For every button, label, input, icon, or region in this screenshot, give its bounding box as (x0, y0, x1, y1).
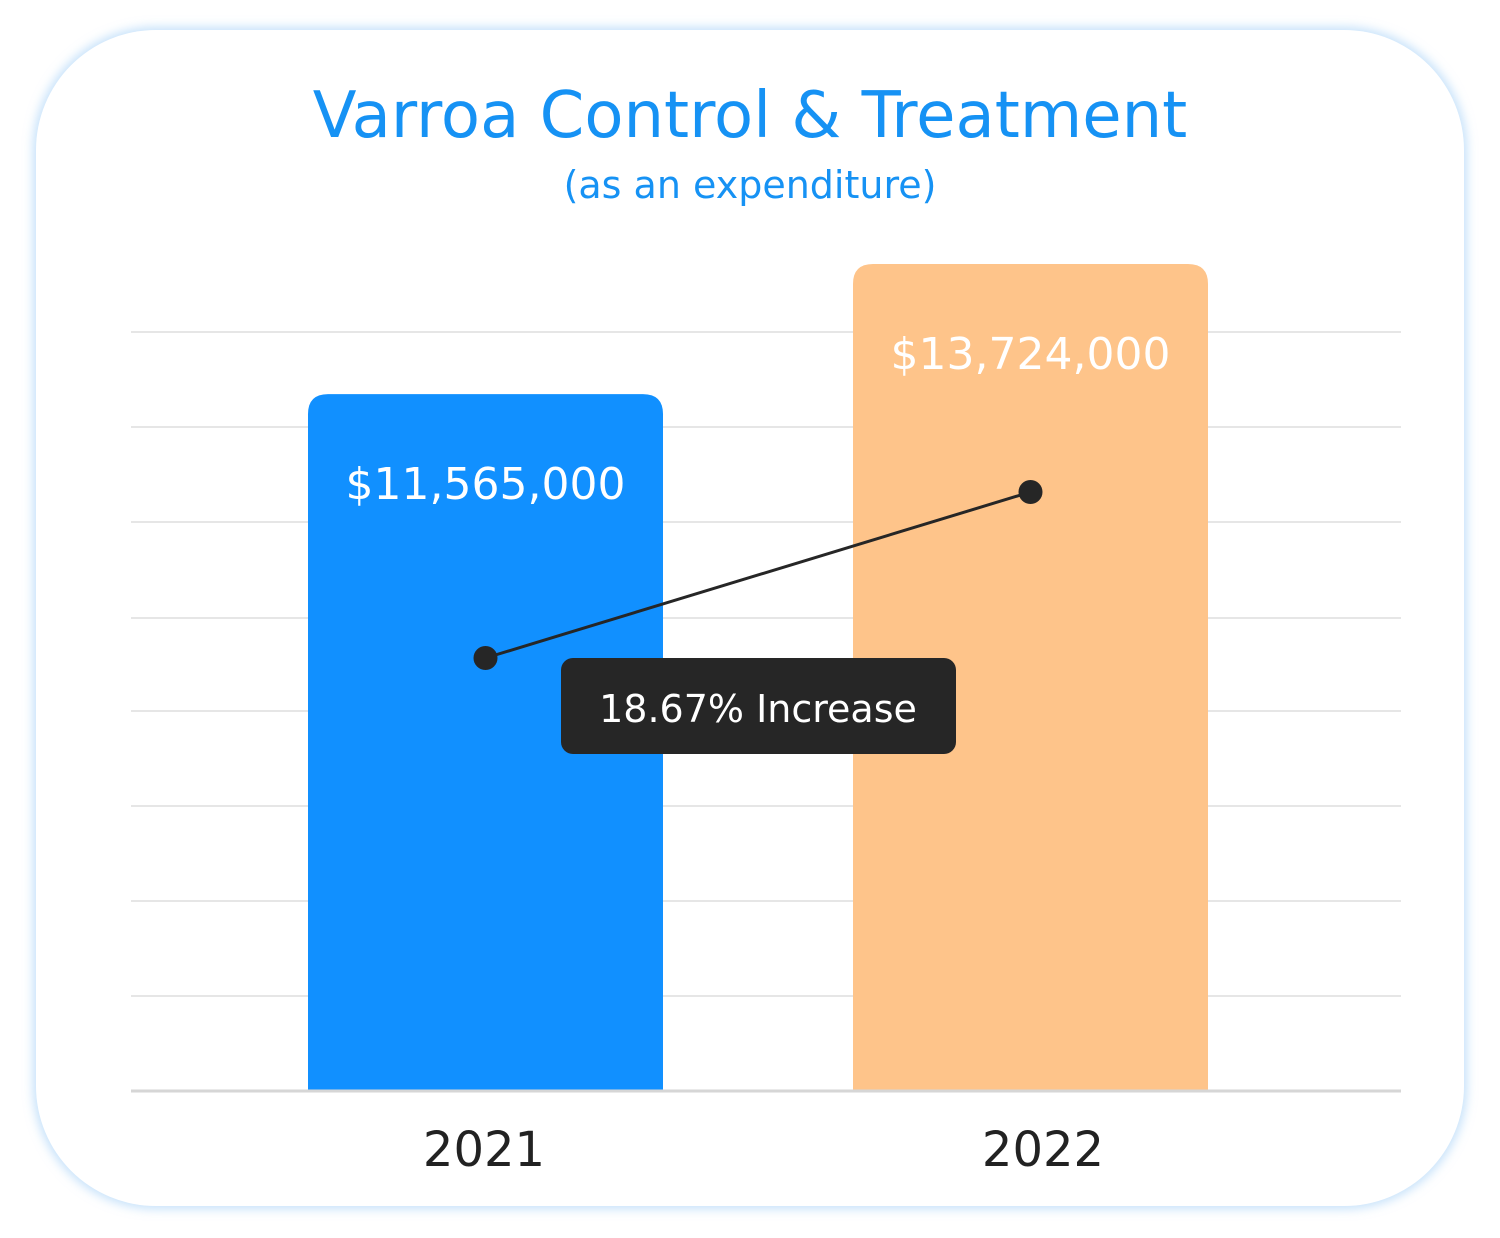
trend-point-2021 (473, 646, 498, 670)
bars (308, 264, 1208, 1091)
bar-value-label-2021: $11,565,000 (346, 459, 626, 510)
trend-point-2022 (1018, 480, 1043, 504)
trend-connector (473, 480, 1043, 670)
increase-callout: 18.67% Increase (561, 658, 956, 754)
callout-text: 18.67% Increase (599, 687, 917, 731)
bar-2022 (853, 264, 1208, 1091)
bar-value-labels: $11,565,000 $13,724,000 (346, 329, 1171, 510)
bar-2021 (308, 394, 663, 1091)
chart-title: Varroa Control & Treatment (313, 79, 1187, 153)
callout-box (561, 658, 956, 754)
chart-subtitle: (as an expenditure) (564, 163, 937, 207)
bar-value-label-2022: $13,724,000 (891, 329, 1171, 380)
x-label-2022: 2022 (982, 1122, 1104, 1178)
trend-line (485, 490, 1031, 660)
x-axis-labels: 2021 2022 (423, 1122, 1104, 1178)
x-label-2021: 2021 (423, 1122, 545, 1178)
